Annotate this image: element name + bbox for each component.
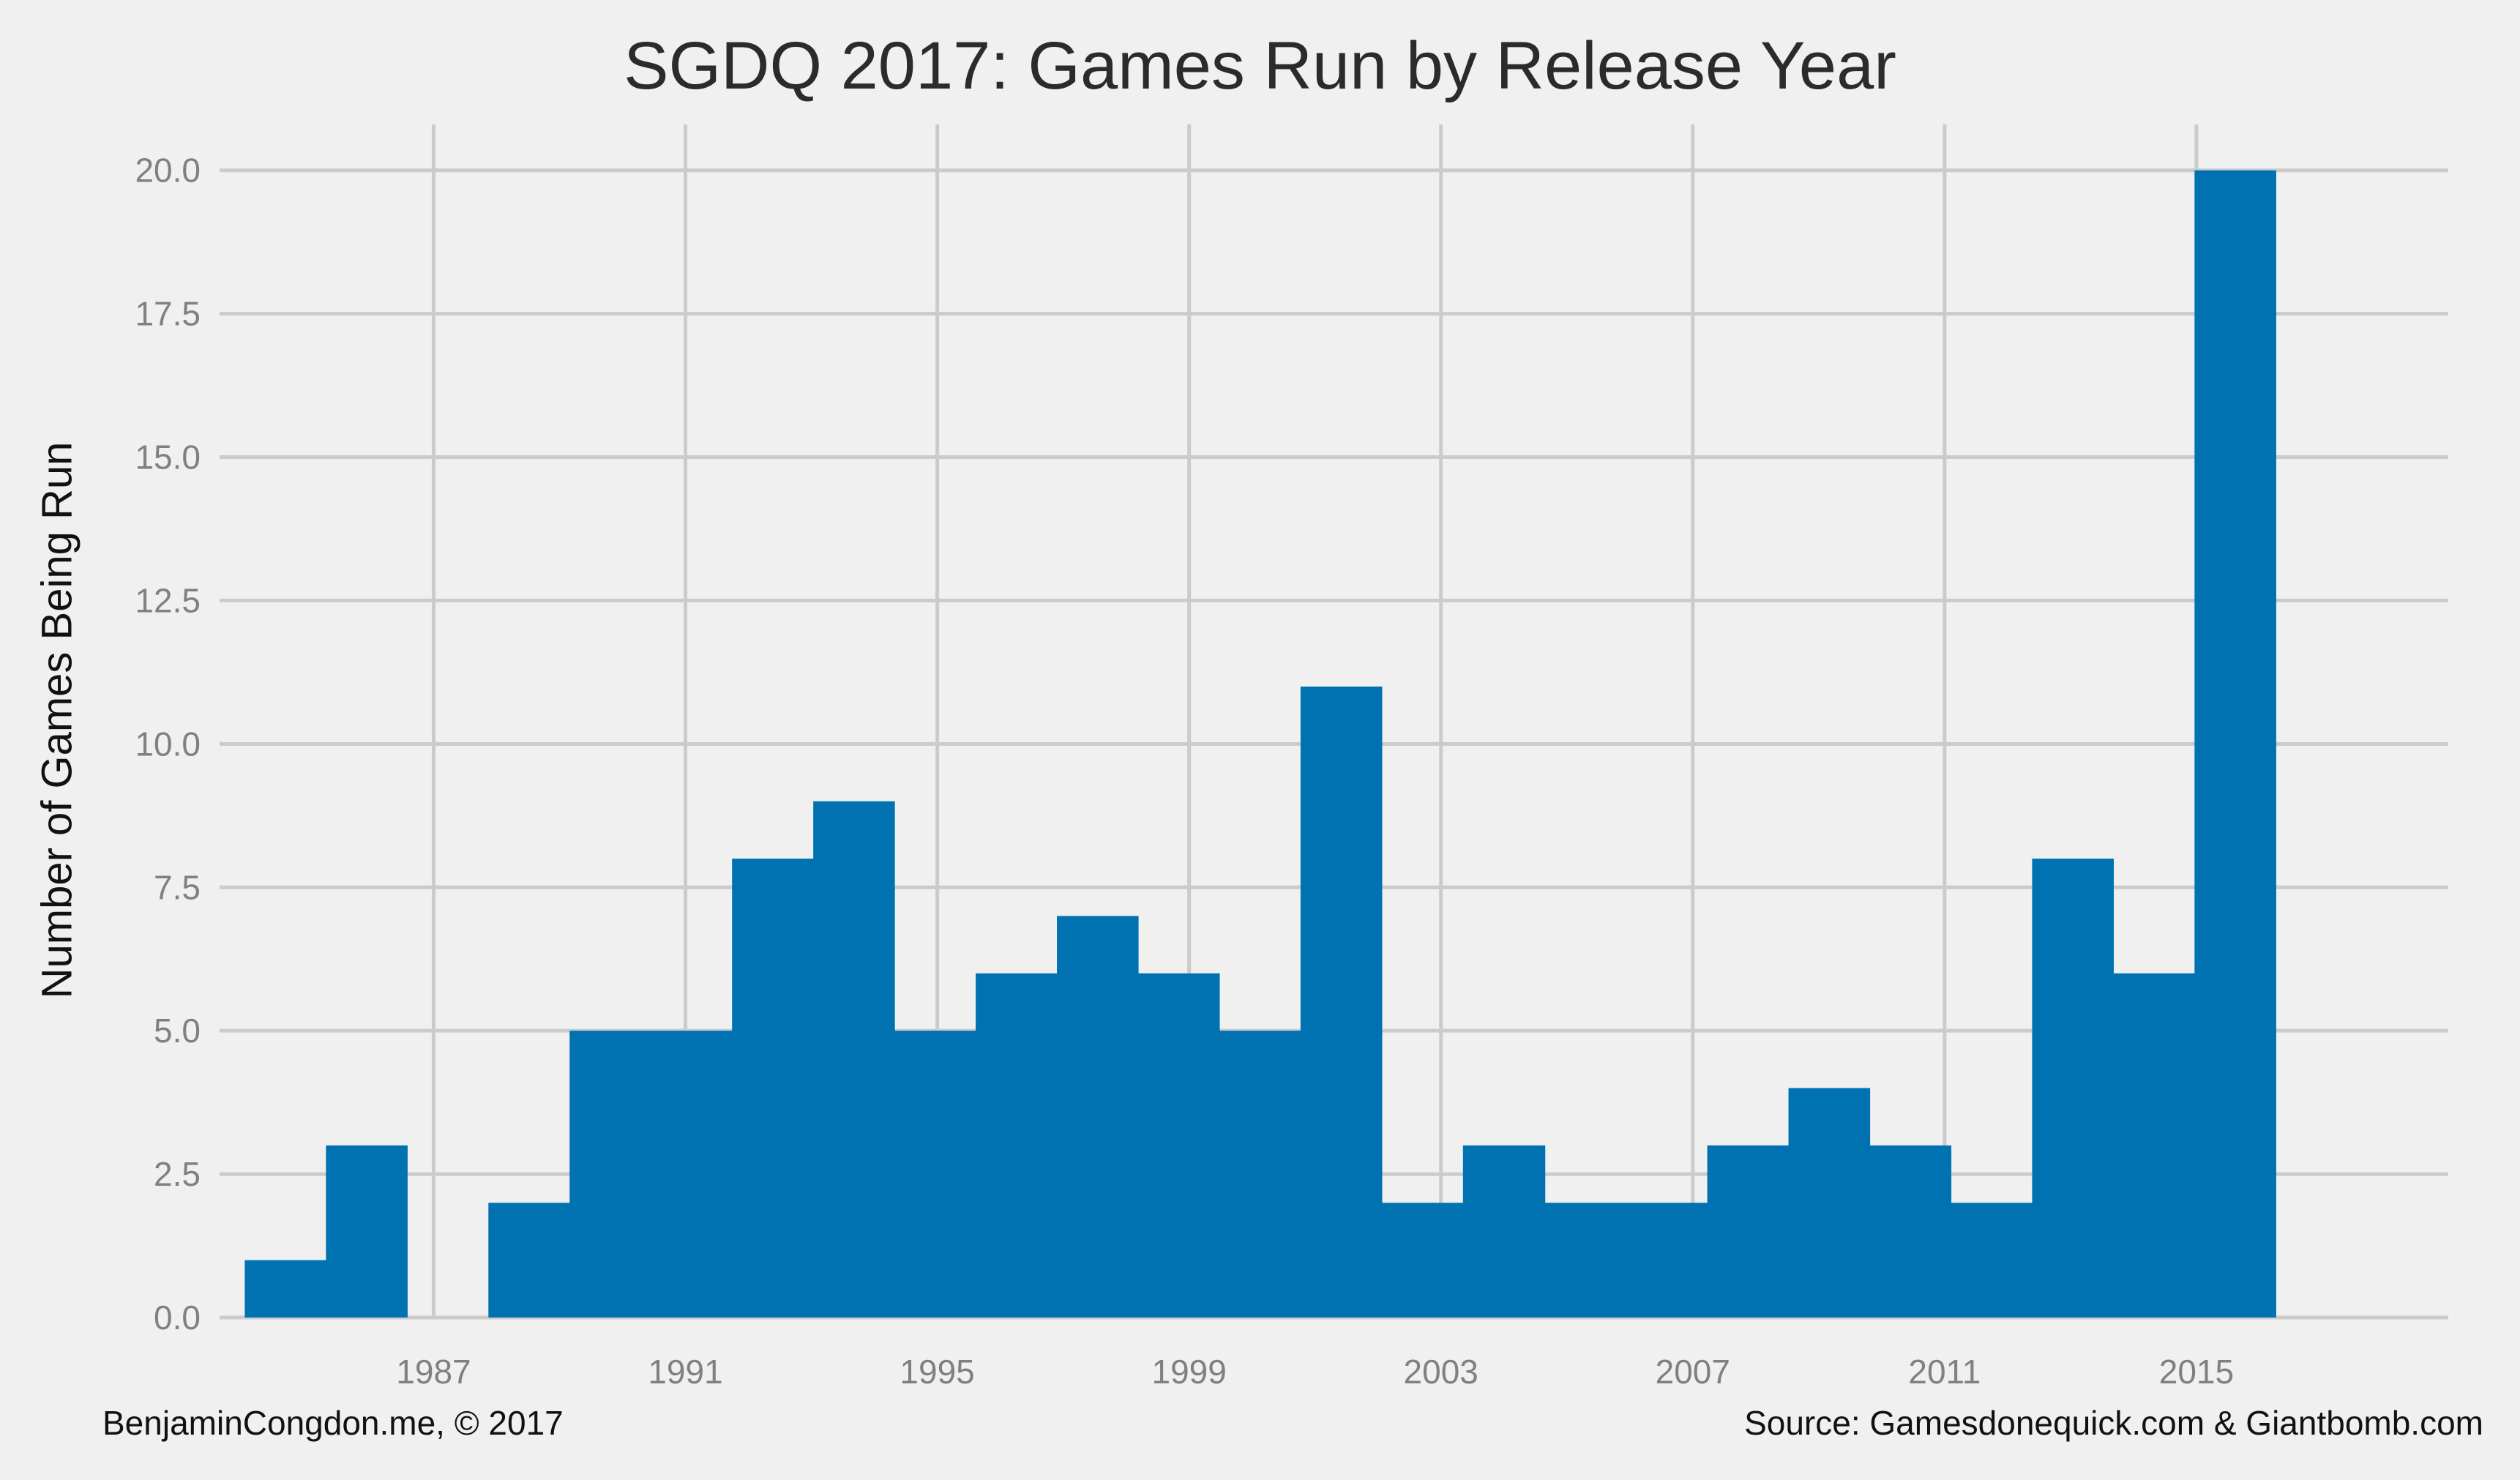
histogram-bar <box>894 1031 976 1318</box>
histogram-bar <box>1707 1145 1790 1318</box>
y-tick-label: 2.5 <box>154 1155 201 1193</box>
histogram-bar <box>1300 686 1383 1318</box>
x-tick-label: 2003 <box>1404 1353 1478 1391</box>
bars <box>244 170 2276 1318</box>
y-tick-label: 7.5 <box>154 868 201 906</box>
histogram-bar <box>651 1031 733 1318</box>
histogram-bar <box>1462 1145 1546 1318</box>
y-tick-label: 17.5 <box>135 295 201 333</box>
x-tick-label: 1987 <box>396 1353 471 1391</box>
chart-title: SGDQ 2017: Games Run by Release Year <box>624 29 1896 103</box>
histogram-bar <box>1869 1145 1952 1318</box>
histogram-bar <box>326 1145 408 1318</box>
footer-credit: BenjaminCongdon.me, © 2017 <box>102 1404 564 1442</box>
y-tick-label: 12.5 <box>135 581 201 619</box>
histogram-bar <box>976 973 1058 1318</box>
histogram-bar <box>488 1203 570 1318</box>
x-tick-label: 1999 <box>1151 1353 1226 1391</box>
histogram-bar <box>2113 973 2195 1318</box>
histogram-bar <box>2032 859 2114 1318</box>
histogram-bar <box>1626 1203 1708 1318</box>
histogram-bar <box>1544 1203 1627 1318</box>
y-tick-label: 5.0 <box>154 1012 201 1050</box>
histogram-bar <box>1057 916 1139 1318</box>
y-tick-label: 0.0 <box>154 1298 201 1337</box>
tick-labels: 0.0 2.5 5.0 7.5 10.0 12.5 15.0 17.5 20.0 1987 1991… <box>135 152 2234 1391</box>
histogram-bar <box>1137 973 1220 1318</box>
histogram-bar <box>813 801 895 1318</box>
histogram-bar <box>1219 1031 1301 1318</box>
histogram-bar <box>2194 170 2276 1318</box>
x-tick-label: 2011 <box>1908 1353 1981 1391</box>
histogram-bar <box>1951 1203 2033 1318</box>
histogram-bar <box>244 1260 326 1318</box>
histogram-bar <box>1381 1203 1464 1318</box>
x-tick-label: 1991 <box>648 1353 722 1391</box>
y-tick-label: 10.0 <box>135 725 201 763</box>
footer-source: Source: Gamesdonequick.com & Giantbomb.c… <box>1744 1404 2483 1442</box>
histogram-bar <box>732 859 814 1318</box>
x-tick-label: 2015 <box>2159 1353 2234 1391</box>
histogram-bar <box>569 1031 651 1318</box>
histogram-bar <box>1788 1088 1871 1318</box>
y-tick-label: 20.0 <box>135 152 201 190</box>
y-tick-label: 15.0 <box>135 438 201 476</box>
x-tick-label: 2007 <box>1656 1353 1730 1391</box>
x-tick-label: 1995 <box>900 1353 974 1391</box>
